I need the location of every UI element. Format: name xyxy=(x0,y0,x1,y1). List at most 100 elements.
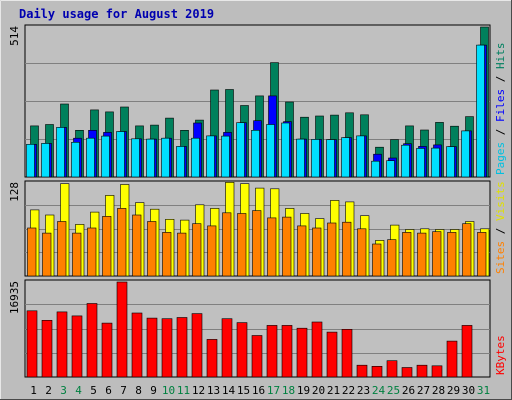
x-label-day-1: 1 xyxy=(30,384,37,397)
bar-kbytes-day-3 xyxy=(56,311,68,378)
bar-sites-day-28 xyxy=(432,231,442,277)
x-label-day-27: 27 xyxy=(417,384,430,397)
x-label-day-12: 12 xyxy=(192,384,205,397)
bar-pages-day-27 xyxy=(416,148,425,178)
x-label-day-14: 14 xyxy=(222,384,236,397)
panel-kbytes-axis-label: KBytes xyxy=(494,335,507,375)
bar-sites-day-7 xyxy=(117,208,127,277)
bar-pages-day-18 xyxy=(281,122,290,178)
bar-pages-day-30 xyxy=(461,130,470,178)
bar-kbytes-day-13 xyxy=(206,339,218,378)
panel-hits-axis-label: Pages / Files / Hits xyxy=(494,43,507,176)
x-label-day-20: 20 xyxy=(312,384,325,397)
bar-pages-day-12 xyxy=(191,137,200,178)
bar-sites-day-13 xyxy=(207,225,217,277)
bar-sites-day-23 xyxy=(357,228,367,277)
bar-sites-day-17 xyxy=(267,217,277,277)
bar-kbytes-day-28 xyxy=(431,365,443,378)
axis-label-part: Hits xyxy=(494,43,507,70)
bar-sites-day-31 xyxy=(477,232,487,277)
x-label-day-7: 7 xyxy=(120,384,127,397)
bar-sites-day-3 xyxy=(57,221,67,277)
chart-title: Daily usage for August 2019 xyxy=(19,7,214,21)
bar-pages-day-7 xyxy=(116,131,125,178)
bar-pages-day-1 xyxy=(26,144,35,178)
axis-label-part: / xyxy=(494,69,507,89)
bar-pages-day-26 xyxy=(401,144,410,178)
x-label-day-15: 15 xyxy=(237,384,250,397)
x-label-day-9: 9 xyxy=(150,384,157,397)
x-label-day-2: 2 xyxy=(45,384,52,397)
bar-pages-day-29 xyxy=(446,146,455,178)
panel-hits-max-label: 514 xyxy=(8,26,21,46)
x-label-day-6: 6 xyxy=(105,384,112,397)
x-label-day-4: 4 xyxy=(75,384,82,397)
axis-label-part: Files xyxy=(494,89,507,122)
bar-sites-day-15 xyxy=(237,213,247,277)
bar-kbytes-day-30 xyxy=(461,325,473,378)
bar-pages-day-28 xyxy=(431,147,440,178)
x-label-day-11: 11 xyxy=(177,384,190,397)
x-label-day-28: 28 xyxy=(432,384,445,397)
bar-kbytes-day-16 xyxy=(251,335,263,378)
bar-pages-day-13 xyxy=(206,135,215,178)
bar-kbytes-day-20 xyxy=(311,321,323,378)
panel-kbytes-max-label: 16935 xyxy=(8,281,21,314)
bar-sites-day-4 xyxy=(72,232,82,277)
bar-kbytes-day-5 xyxy=(86,303,98,378)
bar-pages-day-19 xyxy=(296,138,305,178)
x-label-day-18: 18 xyxy=(282,384,295,397)
bar-pages-day-24 xyxy=(371,160,380,178)
bar-kbytes-day-4 xyxy=(71,315,83,378)
bar-pages-day-5 xyxy=(86,137,95,178)
bar-kbytes-day-2 xyxy=(41,319,53,378)
bar-kbytes-day-11 xyxy=(176,317,188,378)
axis-label-part: Pages xyxy=(494,142,507,175)
bar-kbytes-day-12 xyxy=(191,313,203,378)
bar-kbytes-day-24 xyxy=(371,365,383,378)
bar-kbytes-day-10 xyxy=(161,318,173,378)
bar-sites-day-25 xyxy=(387,239,397,277)
bar-sites-day-5 xyxy=(87,227,97,277)
x-label-day-3: 3 xyxy=(60,384,67,397)
x-label-day-23: 23 xyxy=(357,384,370,397)
x-label-day-10: 10 xyxy=(162,384,175,397)
bar-kbytes-day-6 xyxy=(101,322,113,378)
axis-label-part: / xyxy=(494,122,507,142)
axis-label-part: Sites xyxy=(494,241,507,274)
bar-pages-day-21 xyxy=(326,139,335,178)
bar-pages-day-20 xyxy=(311,139,320,178)
x-label-day-29: 29 xyxy=(447,384,460,397)
x-label-day-24: 24 xyxy=(372,384,386,397)
bar-kbytes-day-19 xyxy=(296,327,308,378)
bar-pages-day-31 xyxy=(476,44,485,178)
bar-pages-day-8 xyxy=(131,138,140,178)
bar-sites-day-29 xyxy=(447,232,457,277)
bar-pages-day-14 xyxy=(221,135,230,178)
x-label-day-26: 26 xyxy=(402,384,415,397)
bar-pages-day-9 xyxy=(146,138,155,178)
x-label-day-17: 17 xyxy=(267,384,280,397)
bar-sites-day-10 xyxy=(162,232,172,277)
panel-hits: 514 Pages / Files / Hits xyxy=(8,24,507,178)
x-label-day-22: 22 xyxy=(342,384,355,397)
bar-kbytes-day-25 xyxy=(386,360,398,378)
bar-kbytes-day-26 xyxy=(401,367,413,378)
bar-sites-day-30 xyxy=(462,223,472,277)
bar-kbytes-day-8 xyxy=(131,312,143,378)
x-label-day-19: 19 xyxy=(297,384,310,397)
bar-sites-day-12 xyxy=(192,223,202,277)
bar-kbytes-day-9 xyxy=(146,317,158,378)
bar-pages-day-22 xyxy=(341,137,350,178)
bar-sites-day-27 xyxy=(417,232,427,277)
bar-pages-day-4 xyxy=(71,142,80,178)
bar-pages-day-11 xyxy=(176,146,185,178)
chart-panels: 514 Pages / Files / Hits 128 Sites / Visits… xyxy=(8,24,507,378)
bar-sites-day-22 xyxy=(342,221,352,277)
bar-kbytes-day-17 xyxy=(266,325,278,378)
axis-label-part: / xyxy=(494,221,507,241)
bar-pages-day-23 xyxy=(356,135,365,178)
panel-visits: 128 Sites / Visits xyxy=(8,180,507,277)
bar-sites-day-26 xyxy=(402,232,412,277)
